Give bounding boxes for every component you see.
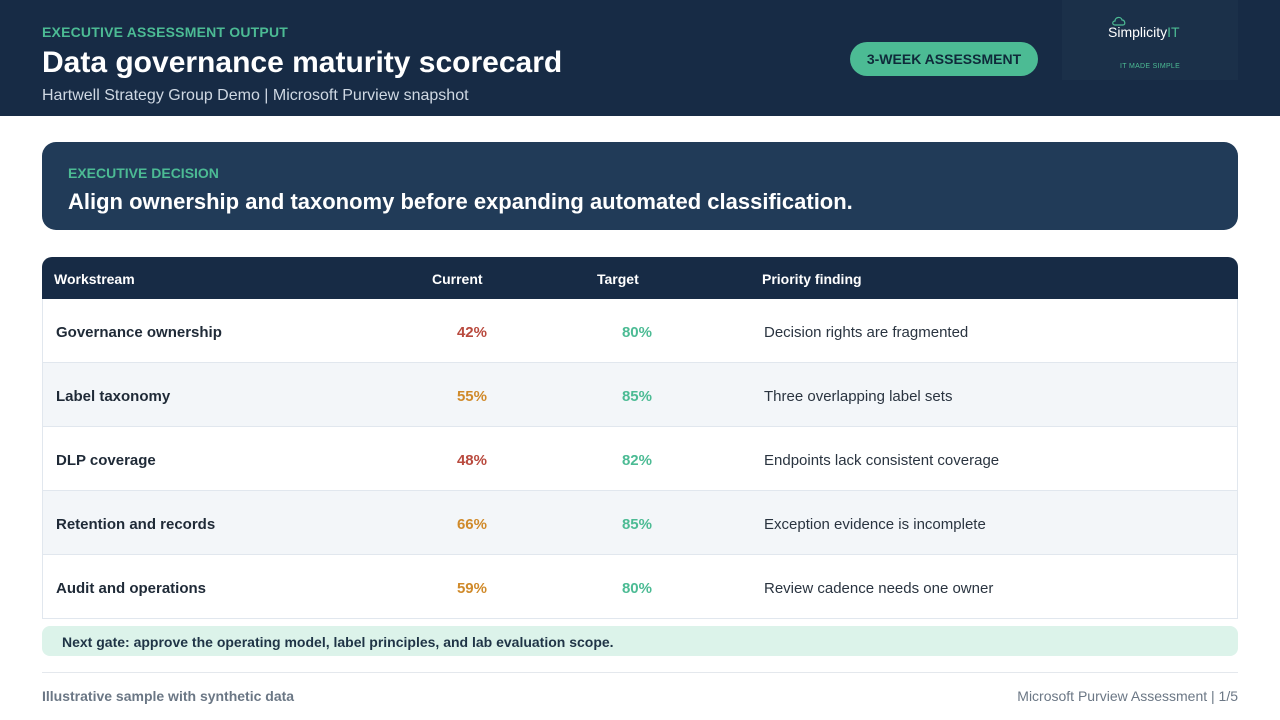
executive-decision-card: EXECUTIVE DECISION Align ownership and t… [42,142,1238,230]
header-workstream: Workstream [54,271,135,287]
finding-cell: Exception evidence is incomplete [764,516,986,533]
decision-text: Align ownership and taxonomy before expa… [68,189,853,214]
workstream-cell: Audit and operations [56,580,206,597]
table-row: DLP coverage 48% 82% Endpoints lack cons… [42,427,1238,491]
footer-page-info: Microsoft Purview Assessment | 1/5 [1017,688,1238,704]
target-cell: 82% [621,452,652,469]
table-row: Retention and records 66% 85% Exception … [42,491,1238,555]
page-title: Data governance maturity scorecard [42,46,563,79]
page-subtitle: Hartwell Strategy Group Demo | Microsoft… [42,87,469,104]
table-header: Workstream Current Target Priority findi… [42,257,1238,299]
workstream-cell: Governance ownership [56,324,222,341]
finding-cell: Review cadence needs one owner [764,580,994,597]
finding-cell: Endpoints lack consistent coverage [764,452,1000,469]
current-cell: 66% [456,516,487,533]
footer-divider [42,672,1238,673]
table-row: Label taxonomy 55% 85% Three overlapping… [42,363,1238,427]
current-cell: 48% [456,452,487,469]
current-cell: 55% [456,388,487,405]
header-eyebrow: EXECUTIVE ASSESSMENT OUTPUT [42,24,289,40]
finding-cell: Three overlapping label sets [764,388,953,405]
header-finding: Priority finding [762,271,862,287]
current-cell: 59% [456,580,487,597]
workstream-cell: Retention and records [56,516,216,533]
next-gate-banner: Next gate: approve the operating model, … [42,626,1238,656]
logo-name: SimplicityIT [1108,24,1180,40]
scorecard-table: Workstream Current Target Priority findi… [42,257,1238,619]
header-target: Target [597,271,639,287]
header: EXECUTIVE ASSESSMENT OUTPUT Data governa… [0,0,1280,116]
footer-disclaimer: Illustrative sample with synthetic data [42,688,295,704]
logo-tagline: IT MADE SIMPLE [1120,63,1181,70]
target-cell: 85% [621,516,652,533]
table-row: Audit and operations 59% 80% Review cade… [42,555,1238,619]
target-cell: 80% [621,324,652,341]
next-gate-text: Next gate: approve the operating model, … [62,634,614,650]
finding-cell: Decision rights are fragmented [764,324,969,341]
cloud-icon [1112,16,1126,26]
workstream-cell: DLP coverage [56,452,156,469]
logo [1062,0,1238,80]
current-cell: 42% [456,324,487,341]
target-cell: 85% [621,388,652,405]
workstream-cell: Label taxonomy [56,388,171,405]
table-row: Governance ownership 42% 80% Decision ri… [42,299,1238,363]
logo-name-accent: IT [1167,24,1180,40]
decision-eyebrow: EXECUTIVE DECISION [68,165,219,181]
header-current: Current [432,271,483,287]
assessment-badge: 3-WEEK ASSESSMENT [850,42,1038,76]
logo-name-main: Simplicity [1108,24,1168,40]
target-cell: 80% [621,580,652,597]
